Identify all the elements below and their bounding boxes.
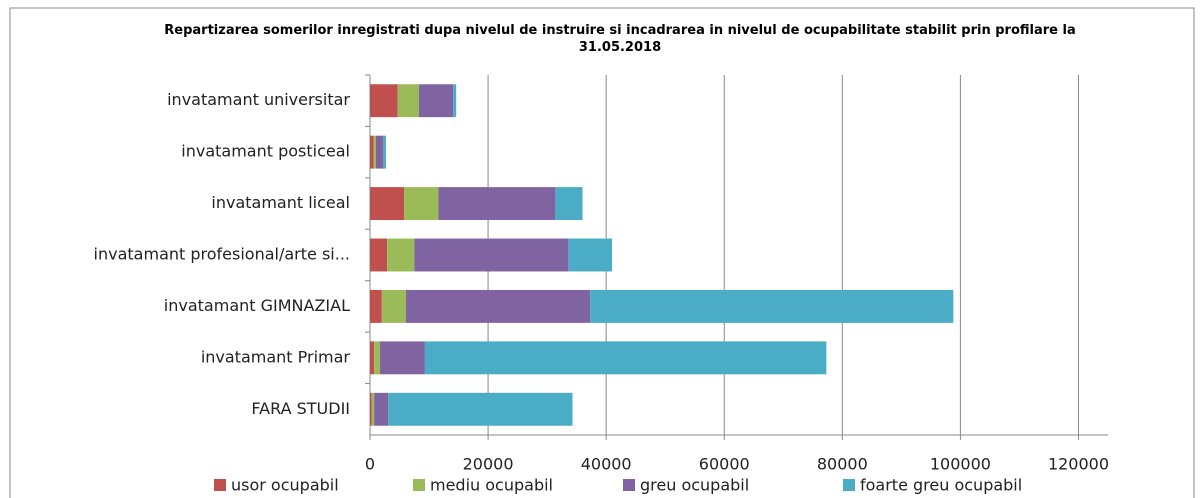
- bar-segment: [438, 187, 556, 221]
- x-tick-label: 0: [365, 455, 375, 474]
- bar-segment: [397, 84, 420, 118]
- legend-label: greu ocupabil: [640, 476, 749, 495]
- bar-segment: [406, 289, 591, 323]
- chart-title: Repartizarea somerilor inregistrati dupa…: [164, 23, 1076, 55]
- y-tick-label: FARA STUDII: [251, 399, 350, 418]
- y-tick-label: invatamant universitar: [167, 90, 350, 109]
- bar-segment: [419, 84, 454, 118]
- legend-label: foarte greu ocupabil: [860, 476, 1022, 495]
- bar-segment: [375, 135, 383, 169]
- bar-segment: [374, 392, 389, 426]
- y-tick-label: invatamant liceal: [211, 193, 350, 212]
- legend-swatch: [623, 479, 635, 491]
- y-tick-label: invatamant profesional/arte si...: [94, 245, 350, 264]
- bar-segment: [555, 187, 583, 221]
- y-tick-label: invatamant Primar: [201, 347, 351, 366]
- bar-segment: [370, 135, 374, 169]
- x-tick-label: 20000: [463, 455, 514, 474]
- y-tick-label: invatamant GIMNAZIAL: [164, 296, 350, 315]
- bar-segment: [404, 187, 439, 221]
- chart-frame: [9, 7, 1195, 498]
- bar-segment: [370, 341, 375, 375]
- bar-segment: [382, 135, 386, 169]
- bar-segment: [374, 341, 381, 375]
- bar-segment: [424, 341, 827, 375]
- bar-segment: [370, 84, 398, 118]
- bar-segment: [380, 341, 425, 375]
- legend-label: usor ocupabil: [231, 476, 339, 495]
- bar-segment: [371, 392, 375, 426]
- legend-swatch: [413, 479, 425, 491]
- legend-swatch: [843, 479, 855, 491]
- bar-segment: [387, 238, 415, 272]
- bar-segment: [414, 238, 569, 272]
- x-tick-label: 100000: [930, 455, 991, 474]
- x-tick-label: 40000: [581, 455, 632, 474]
- bar-segment: [370, 238, 388, 272]
- bar-segment: [381, 289, 407, 323]
- bar-segment: [388, 392, 573, 426]
- x-tick-label: 120000: [1048, 455, 1109, 474]
- bar-segment: [568, 238, 613, 272]
- x-tick-label: 60000: [699, 455, 750, 474]
- x-tick-label: 80000: [817, 455, 868, 474]
- bar-segment: [590, 289, 954, 323]
- y-tick-label: invatamant posticeal: [181, 142, 350, 161]
- bar-segment: [370, 392, 372, 426]
- legend-swatch: [214, 479, 226, 491]
- bar-segment: [370, 289, 382, 323]
- bar-segment: [373, 135, 376, 169]
- legend-label: mediu ocupabil: [430, 476, 553, 495]
- bar-segment: [453, 84, 457, 118]
- bar-segment: [370, 187, 405, 221]
